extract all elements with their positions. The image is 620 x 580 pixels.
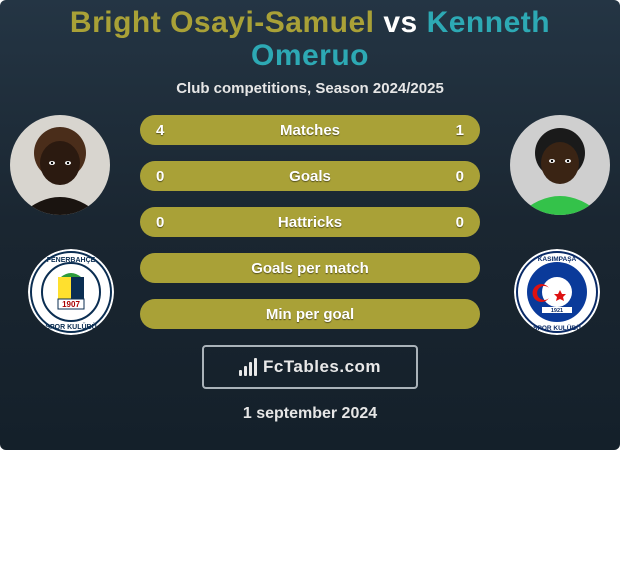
subtitle: Club competitions, Season 2024/2025 <box>0 80 620 97</box>
date-label: 1 september 2024 <box>0 405 620 423</box>
stat-label: Min per goal <box>140 299 480 329</box>
svg-text:SPOR KULÜBÜ: SPOR KULÜBÜ <box>45 322 96 331</box>
svg-text:1907: 1907 <box>62 300 80 309</box>
title-vs: vs <box>383 6 417 39</box>
stat-label: Goals per match <box>140 253 480 283</box>
stat-label: Goals <box>140 161 480 191</box>
player2-club-crest: KASIMPAŞA SPOR KULÜBÜ 1921 <box>514 249 600 335</box>
stat-row: 00Goals <box>140 161 480 191</box>
stat-row: Min per goal <box>140 299 480 329</box>
player1-club-crest: FENERBAHÇE SPOR KULÜBÜ 1907 <box>28 249 114 335</box>
player2-avatar <box>510 115 610 215</box>
svg-text:FENERBAHÇE: FENERBAHÇE <box>47 257 96 264</box>
svg-text:KASIMPAŞA: KASIMPAŞA <box>538 256 577 263</box>
brand-box: FcTables.com <box>202 345 418 389</box>
stat-row: 41Matches <box>140 115 480 145</box>
svg-text:1921: 1921 <box>551 308 563 314</box>
stat-bars: 41Matches 00Goals 00Hattricks Goals per mat… <box>140 115 480 329</box>
comparison-card: Bright Osayi-Samuel vs Kenneth Omeruo Cl… <box>0 0 620 450</box>
stat-row: 00Hattricks <box>140 207 480 237</box>
stat-label: Matches <box>140 115 480 145</box>
title-player1: Bright Osayi-Samuel <box>70 6 375 39</box>
player1-avatar <box>10 115 110 215</box>
stat-row: Goals per match <box>140 253 480 283</box>
bar-chart-icon <box>239 358 257 376</box>
comparison-body: FENERBAHÇE SPOR KULÜBÜ 1907 KASIMPAŞA SP… <box>0 115 620 423</box>
stat-label: Hattricks <box>140 207 480 237</box>
brand-label: FcTables.com <box>263 357 381 377</box>
page-title: Bright Osayi-Samuel vs Kenneth Omeruo <box>10 6 610 72</box>
svg-text:SPOR KULÜBÜ: SPOR KULÜBÜ <box>533 323 581 332</box>
